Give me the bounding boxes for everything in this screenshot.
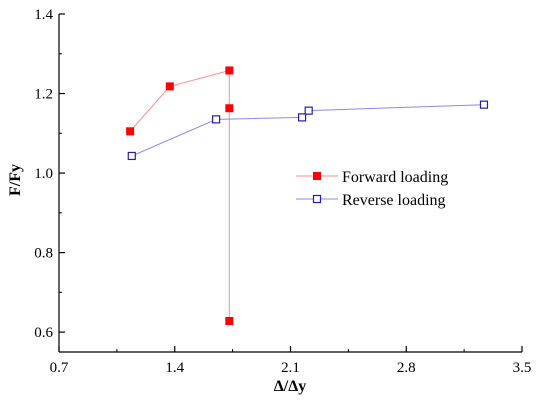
y-tick-label: 1.4	[34, 7, 53, 23]
legend-marker-forward	[313, 172, 321, 180]
y-axis-title: F/Fy	[7, 164, 24, 196]
axes: 0.7 1.4 2.1 2.8 3.5 0.6 0.8 1.0 1.2 1.4	[34, 7, 531, 376]
y-tick-label: 1.0	[34, 166, 53, 182]
x-tick-label: 3.5	[513, 360, 532, 376]
series-layer	[126, 66, 489, 325]
legend-marker-reverse	[312, 194, 322, 204]
y-tick-label: 1.2	[34, 87, 53, 103]
x-tick-label: 2.8	[397, 360, 416, 376]
data-point	[304, 106, 313, 115]
series-forward	[126, 66, 234, 325]
y-tick-label: 0.8	[34, 246, 53, 262]
data-point	[126, 127, 135, 136]
data-point	[225, 316, 234, 325]
y-tick-label: 0.6	[34, 325, 53, 341]
data-point	[165, 82, 174, 91]
legend-label-forward: Forward loading	[342, 169, 448, 186]
x-tick-label: 2.1	[281, 360, 300, 376]
data-point	[127, 151, 136, 161]
legend: Forward loading Reverse loading	[296, 169, 448, 209]
series-reverse	[127, 100, 489, 161]
data-point	[225, 104, 234, 113]
data-point	[479, 100, 489, 109]
data-point	[297, 113, 307, 122]
legend-label-reverse: Reverse loading	[342, 192, 446, 209]
x-axis-title: Δ/Δy	[274, 378, 307, 395]
data-point	[211, 115, 221, 124]
ticks: 0.7 1.4 2.1 2.8 3.5 0.6 0.8 1.0 1.2 1.4	[34, 7, 531, 376]
x-tick-label: 0.7	[50, 360, 69, 376]
x-tick-label: 1.4	[165, 360, 184, 376]
series-line	[129, 69, 230, 321]
data-point	[225, 66, 234, 75]
